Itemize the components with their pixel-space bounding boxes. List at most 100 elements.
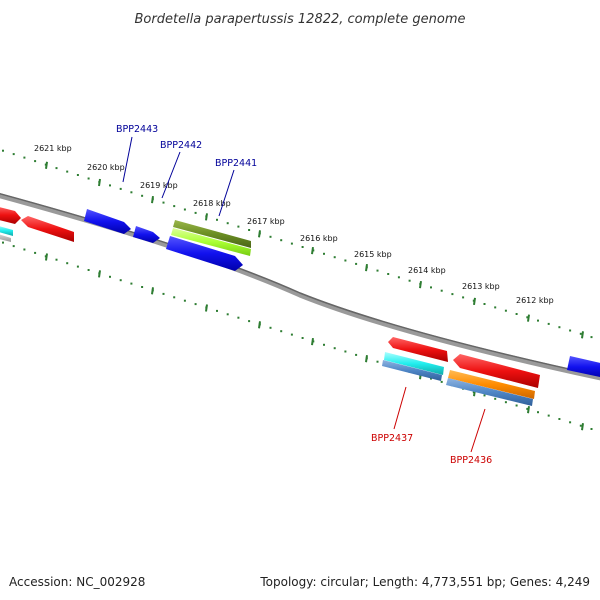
gene-label-bpp2441[interactable]: BPP2441 xyxy=(215,158,257,169)
minor-tick xyxy=(483,394,486,397)
gene-labels: BPP2443 BPP2442 BPP2441 BPP2437 BPP2436 xyxy=(116,124,492,466)
gene-label-bpp2442[interactable]: BPP2442 xyxy=(160,140,202,151)
minor-tick xyxy=(579,332,582,335)
minor-tick xyxy=(569,421,572,424)
gene-feature[interactable] xyxy=(133,226,160,243)
minor-tick xyxy=(34,160,37,163)
minor-tick xyxy=(579,424,582,427)
minor-tick xyxy=(494,306,497,309)
minor-tick xyxy=(462,296,465,299)
major-tick xyxy=(98,270,101,278)
major-tick xyxy=(45,253,48,261)
minor-tick xyxy=(216,218,218,221)
gene-label-bpp2443[interactable]: BPP2443 xyxy=(116,124,158,135)
outer-tick-rail xyxy=(2,149,593,339)
tick-label: 2619 kbp xyxy=(140,181,178,190)
minor-tick xyxy=(323,343,325,346)
minor-tick xyxy=(12,245,15,248)
gene-feature[interactable] xyxy=(388,337,448,362)
minor-tick xyxy=(173,205,176,208)
major-tick xyxy=(473,297,476,306)
minor-tick xyxy=(397,276,400,279)
minor-tick xyxy=(590,428,593,430)
gene-feature[interactable] xyxy=(446,378,533,406)
minor-tick xyxy=(494,397,497,400)
major-tick xyxy=(527,406,530,414)
minor-tick xyxy=(387,273,390,275)
major-tick xyxy=(365,355,368,363)
gene-feature[interactable] xyxy=(567,356,600,378)
minor-tick xyxy=(515,313,518,315)
minor-tick xyxy=(280,330,283,333)
tick-label: 2618 kbp xyxy=(193,199,231,208)
gene-feature[interactable] xyxy=(448,370,535,399)
minor-tick xyxy=(526,407,529,410)
tick-label: 2617 kbp xyxy=(247,217,285,226)
minor-tick xyxy=(119,187,122,190)
genome-summary-text: Topology: circular; Length: 4,773,551 bp… xyxy=(259,575,590,589)
minor-tick xyxy=(440,289,443,292)
gene-feature[interactable] xyxy=(0,225,13,236)
minor-tick xyxy=(355,262,358,265)
minor-tick xyxy=(547,322,550,325)
gene-feature[interactable] xyxy=(0,206,21,224)
minor-tick xyxy=(558,418,561,420)
tick-label: 2620 kbp xyxy=(87,163,125,172)
major-tick xyxy=(419,280,422,289)
minor-tick xyxy=(290,242,293,245)
major-tick xyxy=(258,230,261,238)
gene-feature[interactable] xyxy=(453,354,540,388)
minor-tick xyxy=(87,177,90,180)
minor-tick xyxy=(504,309,507,312)
minor-tick xyxy=(440,380,443,383)
minor-tick xyxy=(569,329,572,332)
major-tick xyxy=(311,337,314,346)
major-tick xyxy=(581,331,584,339)
minor-tick xyxy=(66,170,69,173)
minor-tick xyxy=(2,241,4,244)
minor-tick xyxy=(194,211,197,214)
minor-tick xyxy=(504,401,507,404)
minor-tick xyxy=(130,191,133,194)
gene-feature[interactable] xyxy=(0,233,11,242)
minor-tick xyxy=(333,347,336,350)
minor-tick xyxy=(55,258,58,261)
minor-tick xyxy=(237,316,240,319)
minor-tick xyxy=(34,251,37,254)
minor-tick xyxy=(515,404,518,407)
minor-tick xyxy=(23,156,26,159)
minor-tick xyxy=(2,149,4,152)
gene-feature[interactable] xyxy=(382,360,442,381)
minor-tick xyxy=(76,265,79,268)
minor-tick xyxy=(173,296,176,299)
gene-label-bpp2437[interactable]: BPP2437 xyxy=(371,433,413,444)
gene-feature[interactable] xyxy=(384,352,444,375)
major-tick xyxy=(205,304,208,312)
gene-feature[interactable] xyxy=(21,216,74,242)
minor-tick xyxy=(451,293,454,296)
gene-feature[interactable] xyxy=(173,220,251,248)
minor-tick xyxy=(183,208,186,211)
minor-tick xyxy=(109,184,111,187)
minor-tick xyxy=(430,377,432,380)
gene-label-bpp2436[interactable]: BPP2436 xyxy=(450,455,492,466)
tick-label: 2621 kbp xyxy=(34,144,72,153)
minor-tick xyxy=(590,336,593,339)
minor-tick xyxy=(141,194,144,197)
minor-tick xyxy=(547,414,550,417)
minor-tick xyxy=(87,269,90,271)
minor-tick xyxy=(194,303,197,306)
gene-feature[interactable] xyxy=(166,236,243,271)
minor-tick xyxy=(483,303,486,305)
tick-label: 2612 kbp xyxy=(516,296,554,305)
inner-tick-rail xyxy=(2,241,593,431)
minor-tick xyxy=(344,350,347,353)
minor-tick xyxy=(290,333,293,336)
major-tick xyxy=(205,213,208,221)
gene-feature[interactable] xyxy=(84,209,131,234)
major-tick xyxy=(151,195,154,204)
minor-tick xyxy=(76,174,79,176)
gene-feature[interactable] xyxy=(171,228,251,256)
minor-tick xyxy=(301,337,304,339)
